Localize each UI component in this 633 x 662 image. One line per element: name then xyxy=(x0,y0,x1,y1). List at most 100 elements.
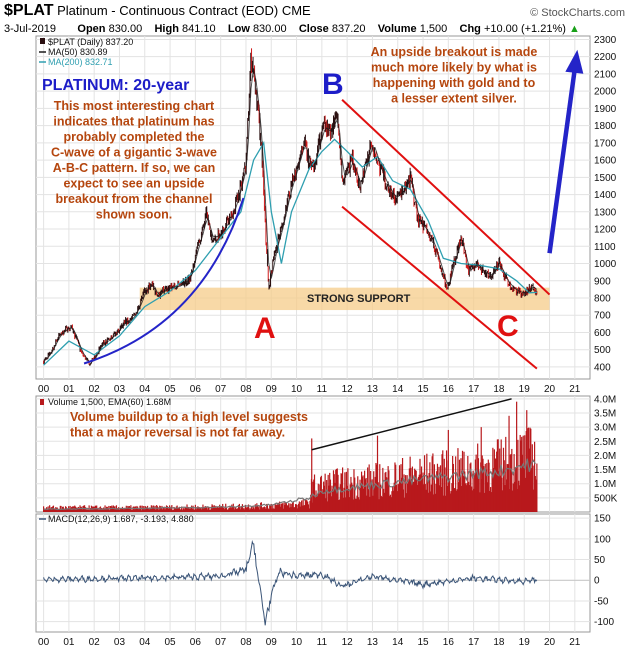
volume-tick-label: 2.0M xyxy=(594,451,616,462)
y-tick-label: 1000 xyxy=(594,259,617,270)
x-tick-label: 02 xyxy=(89,384,101,395)
x-tick-label: 16 xyxy=(443,637,455,648)
y-tick-label: 1600 xyxy=(594,156,617,167)
volume-tick-label: 2.5M xyxy=(594,437,616,448)
y-tick-label: 600 xyxy=(594,328,611,339)
volume-ema-line xyxy=(43,458,536,511)
left-annotation-line: indicates that platinum has xyxy=(53,115,214,129)
ma200-legend: MA(200) 832.71 xyxy=(48,57,113,67)
breakout-arrow-shaft xyxy=(547,68,578,254)
close-value: 837.20 xyxy=(331,23,366,35)
channel-upper-line xyxy=(341,99,551,296)
breakout-arrow-head xyxy=(565,49,584,74)
x-tick-label: 05 xyxy=(165,637,177,648)
x-tick-label: 11 xyxy=(317,637,328,648)
x-tick-label: 07 xyxy=(215,384,227,395)
x-tick-label: 14 xyxy=(392,637,404,648)
chart-title: $PLAT Platinum - Continuous Contract (EO… xyxy=(4,2,311,20)
right-annotation-line: happening with gold and to xyxy=(373,76,536,90)
low-label: Low xyxy=(227,23,250,35)
x-tick-label: 19 xyxy=(519,637,531,648)
open-label: Open xyxy=(77,23,106,35)
high-label: High xyxy=(154,23,179,35)
x-tick-label: 05 xyxy=(165,384,177,395)
channel-lower-line xyxy=(341,205,538,370)
macd-tick-label: 100 xyxy=(594,534,611,545)
y-tick-label: 1100 xyxy=(594,242,616,253)
volume-label: Volume xyxy=(377,23,417,35)
x-tick-label: 12 xyxy=(342,637,354,648)
y-tick-label: 500 xyxy=(594,345,611,356)
y-tick-label: 400 xyxy=(594,362,611,373)
volume-value: 1,500 xyxy=(419,23,448,35)
left-annotation-line: A-B-C pattern. If so, we can xyxy=(53,161,216,175)
chg-label: Chg xyxy=(459,23,481,35)
instrument-name: Platinum - Continuous Contract (EOD) xyxy=(57,3,279,18)
chg-value: +10.00 (+1.21%) xyxy=(483,23,566,35)
y-tick-label: 1800 xyxy=(594,121,617,132)
x-tick-label: 11 xyxy=(317,384,328,395)
x-tick-label: 20 xyxy=(544,384,556,395)
y-tick-label: 2300 xyxy=(594,35,617,46)
x-tick-label: 08 xyxy=(240,384,252,395)
x-tick-label: 21 xyxy=(569,384,581,395)
x-tick-label: 14 xyxy=(392,384,404,395)
volume-legend: Volume 1,500, EMA(60) 1.68M xyxy=(40,397,171,407)
right-annotation-line: a lesser extent silver. xyxy=(391,92,517,106)
x-tick-label: 00 xyxy=(38,384,50,395)
low-value: 830.00 xyxy=(252,23,287,35)
x-tick-label: 08 xyxy=(240,637,252,648)
y-tick-label: 1500 xyxy=(594,173,617,184)
volume-annotation-line: that a major reversal is not far away. xyxy=(70,426,285,440)
x-tick-label: 19 xyxy=(519,384,531,395)
x-tick-label: 03 xyxy=(114,384,126,395)
y-tick-label: 2200 xyxy=(594,52,617,63)
y-tick-label: 800 xyxy=(594,293,611,304)
left-annotation-line: probably completed the xyxy=(64,130,205,144)
x-tick-label: 04 xyxy=(139,637,151,648)
x-tick-label: 09 xyxy=(266,384,278,395)
volume-tick-label: 1.5M xyxy=(594,465,616,476)
ma200-line xyxy=(43,138,537,366)
left-annotation-line: This most interesting chart xyxy=(54,99,215,113)
y-tick-label: 1400 xyxy=(594,190,617,201)
x-tick-label: 18 xyxy=(493,637,505,648)
macd-legend: MACD(12,26,9) 1.687, -3.193, 4.880 xyxy=(39,514,194,524)
y-tick-label: 1300 xyxy=(594,207,617,218)
left-annotation-line: C-wave of a gigantic 3-wave xyxy=(51,146,217,160)
y-tick-label: 1700 xyxy=(594,138,617,149)
price-legend: $PLAT (Daily) 837.20 MA(50) 830.89 MA(20… xyxy=(39,37,133,67)
x-tick-label: 12 xyxy=(342,384,354,395)
wave-b-label: B xyxy=(322,68,344,101)
x-tick-label: 07 xyxy=(215,637,227,648)
quote-line: 3-Jul-2019 Open 830.00 High 841.10 Low 8… xyxy=(4,23,580,35)
x-tick-label: 17 xyxy=(468,384,480,395)
volume-annotation-line: Volume buildup to a high level suggests xyxy=(70,410,308,424)
x-tick-label: 00 xyxy=(38,637,50,648)
x-tick-label: 15 xyxy=(417,637,429,648)
close-label: Close xyxy=(298,23,329,35)
x-tick-label: 01 xyxy=(63,637,75,648)
right-annotation-line: much more likely by what is xyxy=(371,61,537,75)
x-tick-label: 16 xyxy=(443,384,455,395)
x-tick-label: 13 xyxy=(367,637,379,648)
volume-legend-text: Volume 1,500, EMA(60) 1.68M xyxy=(48,397,171,407)
macd-tick-label: 50 xyxy=(594,555,606,566)
x-tick-label: 06 xyxy=(190,384,202,395)
x-tick-label: 09 xyxy=(266,637,278,648)
x-tick-label: 10 xyxy=(291,384,303,395)
volume-tick-label: 3.0M xyxy=(594,423,616,434)
macd-tick-label: 150 xyxy=(594,514,611,525)
x-tick-label: 06 xyxy=(190,637,202,648)
x-tick-label: 03 xyxy=(114,637,126,648)
x-tick-label: 04 xyxy=(139,384,151,395)
volume-tick-label: 1.0M xyxy=(594,479,616,490)
platinum-title: PLATINUM: 20-year xyxy=(42,77,189,94)
volume-annotation: Volume buildup to a high level suggests t… xyxy=(70,410,308,440)
macd-tick-label: 0 xyxy=(594,576,600,587)
left-annotation: This most interesting chart indicates tha… xyxy=(51,99,217,222)
macd-tick-label: -50 xyxy=(594,596,609,607)
x-tick-label: 13 xyxy=(367,384,379,395)
macd-line xyxy=(43,539,538,626)
